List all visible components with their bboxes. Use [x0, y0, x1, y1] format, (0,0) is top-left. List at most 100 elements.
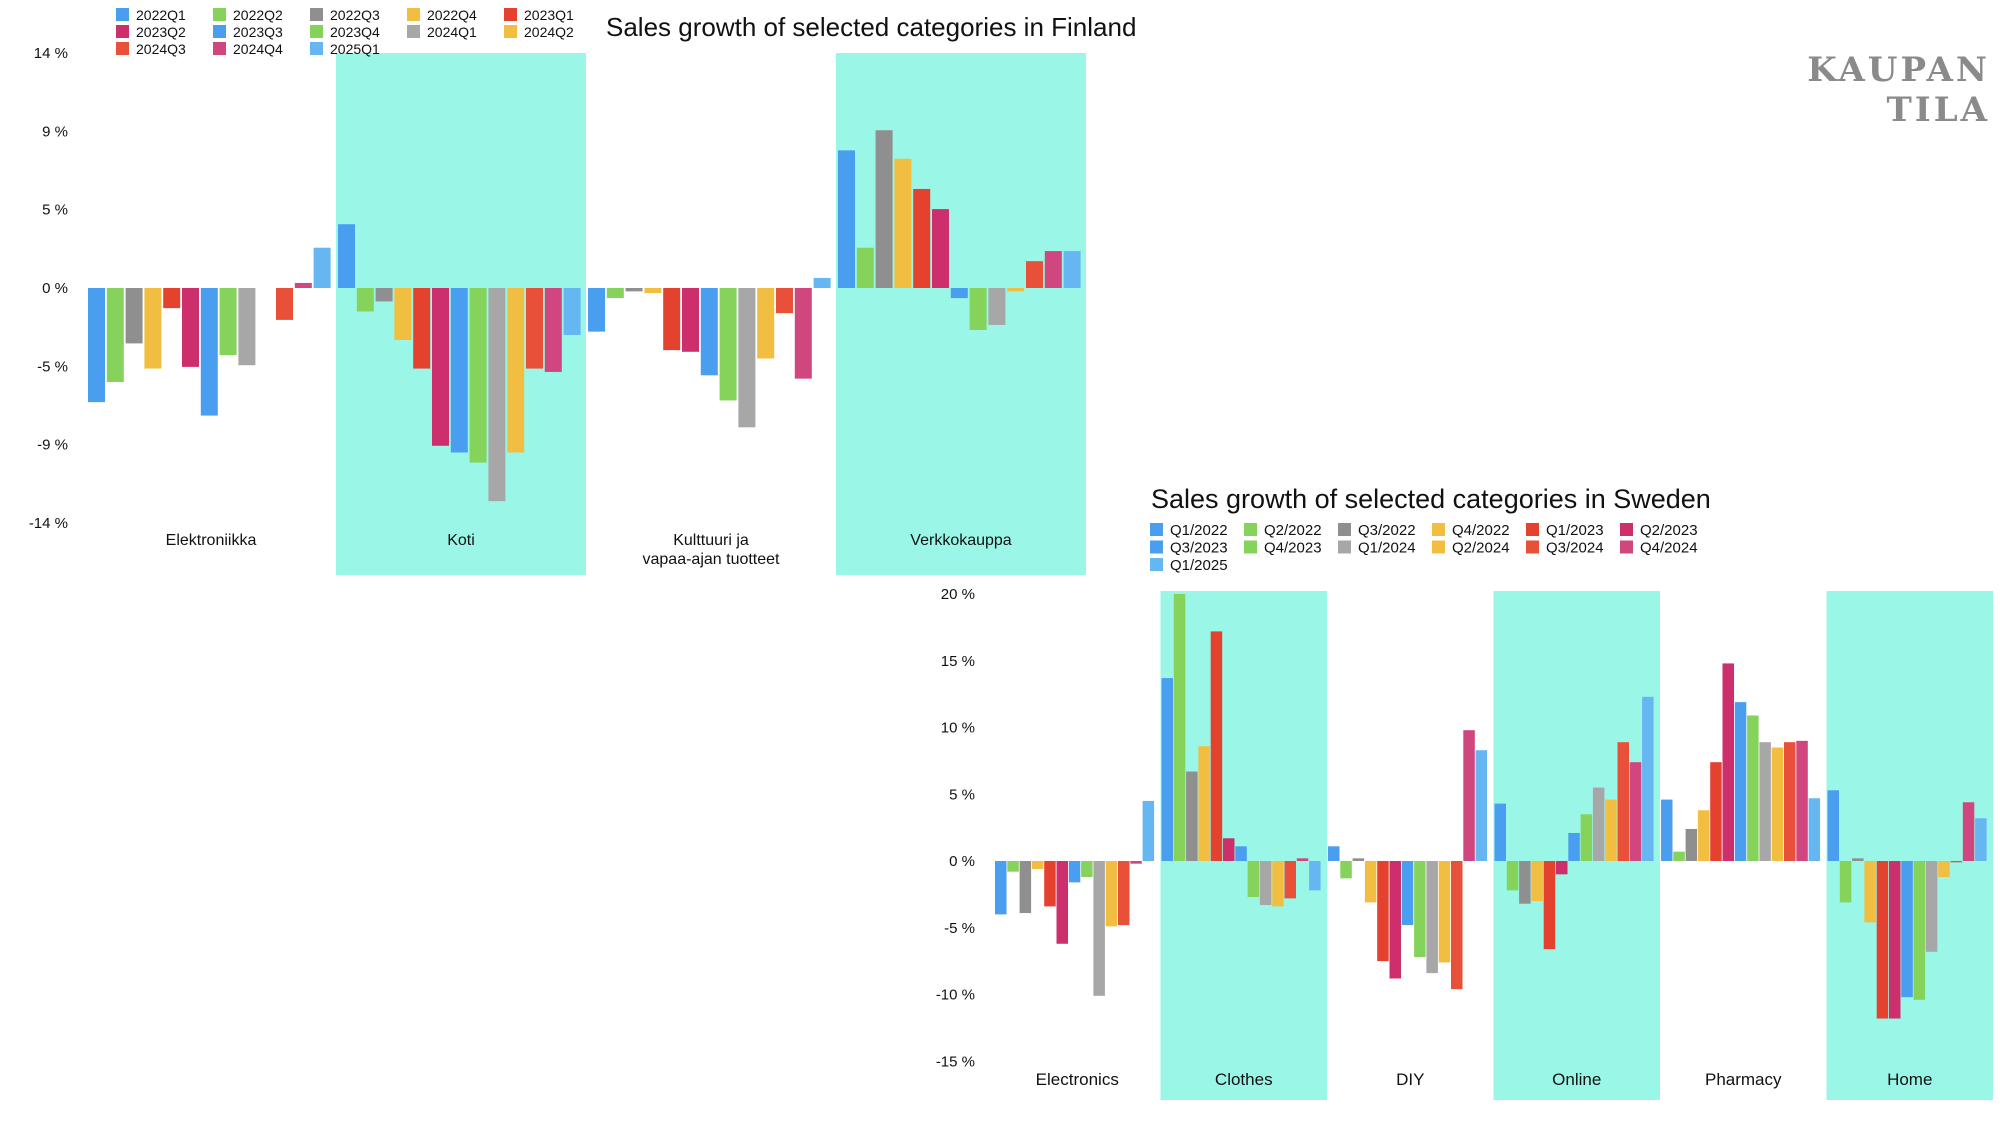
category-label: Electronics [1036, 1070, 1119, 1089]
legend-label: 2023Q4 [330, 24, 380, 40]
bar [1186, 771, 1198, 861]
bar [1592, 787, 1605, 861]
y-tick-label: 15 % [941, 653, 975, 670]
bar [432, 288, 449, 446]
legend-swatch [1432, 523, 1445, 536]
bar [1451, 861, 1463, 990]
category-label: Online [1552, 1070, 1601, 1089]
bar [719, 288, 737, 401]
finland-chart: Sales growth of selected categories in F… [29, 7, 1136, 575]
legend-label: 2022Q3 [330, 7, 380, 23]
legend-label: Q4/2022 [1452, 522, 1510, 539]
legend-swatch [213, 42, 226, 55]
bar [1771, 747, 1784, 861]
legend-swatch [407, 8, 420, 21]
category-label: DIY [1396, 1070, 1424, 1089]
category-label: vapaa-ajan tuotteet [643, 551, 781, 568]
bar [1475, 750, 1488, 861]
legend-swatch [1150, 523, 1163, 536]
legend-swatch [1432, 540, 1445, 554]
bar [1272, 861, 1284, 907]
bar [1543, 861, 1556, 950]
brand-logo: KAUPAN TILA [1807, 50, 1990, 130]
bar [313, 247, 331, 288]
bar [932, 209, 949, 288]
bar [294, 282, 312, 288]
bar [1661, 799, 1673, 861]
bar [995, 861, 1007, 915]
bar [488, 288, 506, 502]
bar [1519, 861, 1531, 904]
bar [163, 288, 181, 309]
bar [1876, 861, 1889, 1019]
legend-swatch [310, 8, 323, 21]
legend-label: 2022Q2 [233, 7, 283, 23]
legend-label: Q1/2022 [1170, 522, 1228, 539]
bar [1401, 861, 1414, 926]
bar [1463, 730, 1475, 861]
bar [757, 288, 775, 359]
bar [1223, 838, 1235, 861]
bar [682, 288, 699, 352]
bar [1130, 861, 1142, 864]
y-tick-label: -14 % [29, 515, 68, 532]
bar [1938, 861, 1950, 878]
bar [1031, 861, 1044, 870]
bar [88, 288, 105, 403]
bar [1007, 288, 1025, 292]
bar [182, 288, 199, 367]
bar [1007, 861, 1019, 872]
bar [1247, 861, 1260, 898]
bar [1026, 261, 1043, 288]
bar [1901, 861, 1913, 998]
bar [856, 247, 874, 288]
bar [1642, 696, 1654, 861]
bar [1839, 861, 1852, 903]
legend-label: Q2/2023 [1640, 522, 1698, 539]
bar [1438, 861, 1451, 963]
legend-swatch [1526, 523, 1539, 536]
legend-label: 2023Q3 [233, 24, 283, 40]
bar [200, 288, 218, 416]
legend-label: Q1/2023 [1546, 522, 1604, 539]
bar [413, 288, 431, 369]
category-label: Koti [447, 532, 475, 549]
bar [1019, 861, 1032, 914]
bar [1531, 861, 1543, 902]
category-label: Kulttuuri ja [673, 532, 749, 549]
bar [1796, 740, 1808, 861]
chart-title: Sales growth of selected categories in F… [606, 12, 1136, 42]
bar [1889, 861, 1901, 1019]
legend-label: 2024Q4 [233, 41, 283, 57]
bar [375, 288, 393, 302]
category-label: Verkkokauppa [910, 532, 1012, 549]
y-tick-label: 5 % [949, 786, 975, 803]
bar [1950, 861, 1962, 863]
chart-title: Sales growth of selected categories in S… [1151, 484, 1711, 514]
bar [1414, 861, 1426, 958]
bar [1925, 861, 1938, 952]
bar [588, 288, 605, 332]
bar [1759, 742, 1771, 861]
bar [507, 288, 525, 453]
category-highlight [1160, 591, 1327, 1100]
y-tick-label: -5 % [37, 358, 68, 375]
bar [988, 288, 1006, 325]
bar [1506, 861, 1519, 891]
bar [700, 288, 718, 376]
legend-swatch [310, 25, 323, 38]
bar [1173, 594, 1186, 861]
bar [125, 288, 143, 344]
bar [875, 130, 893, 288]
bar [1284, 861, 1296, 899]
bar [106, 288, 124, 382]
y-tick-label: 10 % [941, 720, 975, 737]
legend-label: Q4/2023 [1264, 540, 1322, 557]
legend-swatch [407, 25, 420, 38]
bar [1864, 861, 1876, 923]
bar [1747, 715, 1759, 861]
bar [394, 288, 412, 341]
y-tick-label: 0 % [42, 280, 68, 297]
legend-swatch [1526, 540, 1539, 554]
bar [1352, 858, 1365, 861]
